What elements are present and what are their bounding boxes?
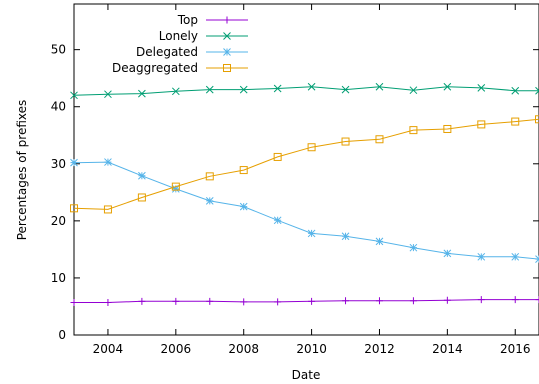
data-point-lonely xyxy=(341,85,350,94)
data-point-top xyxy=(535,296,539,304)
legend-marker-delegated xyxy=(223,48,231,56)
data-point-delegated xyxy=(171,185,180,193)
legend: Top Lonely Delegated Deaggregated xyxy=(112,13,248,75)
legend-marker-lonely xyxy=(223,32,231,40)
data-point-deaggregated xyxy=(477,120,486,129)
x-tick-label: 2006 xyxy=(161,342,192,356)
data-point-top xyxy=(342,297,350,305)
data-point-delegated xyxy=(138,171,146,180)
data-point-delegated xyxy=(307,229,316,238)
series-line-delegated xyxy=(73,161,539,260)
data-point-top xyxy=(240,298,248,306)
x-axis: 2004 2006 2008 2010 2012 2014 2016 xyxy=(93,4,531,356)
data-point-lonely xyxy=(535,86,539,95)
x-tick-label: 2014 xyxy=(432,342,463,356)
series-delegated xyxy=(70,158,539,263)
data-point-deaggregated xyxy=(307,143,316,152)
x-tick-label: 2004 xyxy=(93,342,124,356)
series-deaggregated xyxy=(70,115,539,214)
y-axis: 0 10 20 30 40 50 xyxy=(51,43,539,342)
data-point-deaggregated xyxy=(239,166,248,175)
data-point-lonely xyxy=(205,85,214,94)
data-point-delegated xyxy=(341,232,350,241)
data-point-top xyxy=(308,297,316,305)
data-point-lonely xyxy=(375,82,384,91)
data-point-top xyxy=(172,297,180,305)
data-point-delegated xyxy=(70,158,78,167)
data-point-lonely xyxy=(239,85,248,94)
data-point-delegated xyxy=(239,202,248,211)
legend-label-top: Top xyxy=(177,13,198,27)
data-point-deaggregated xyxy=(205,172,214,181)
legend-label-deaggregated: Deaggregated xyxy=(112,61,198,75)
series-line-deaggregated xyxy=(73,118,539,210)
data-point-top xyxy=(409,297,417,305)
data-point-deaggregated xyxy=(535,115,539,124)
legend-marker-top xyxy=(223,16,231,24)
y-axis-label: Percentages of prefixes xyxy=(15,100,29,241)
data-point-lonely xyxy=(70,91,78,100)
data-point-top xyxy=(443,296,451,304)
data-point-delegated xyxy=(477,252,486,261)
data-point-lonely xyxy=(138,89,146,98)
data-point-top xyxy=(477,296,485,304)
data-point-deaggregated xyxy=(375,135,384,144)
data-point-delegated xyxy=(273,216,282,225)
series-layer xyxy=(70,82,539,306)
y-tick-label: 50 xyxy=(51,43,66,57)
data-point-lonely xyxy=(477,84,486,92)
legend-label-delegated: Delegated xyxy=(136,45,198,59)
data-point-top xyxy=(104,298,112,306)
data-point-delegated xyxy=(511,252,520,261)
x-tick-label: 2016 xyxy=(500,342,531,356)
data-point-lonely xyxy=(104,90,112,99)
data-point-lonely xyxy=(307,82,316,91)
y-tick-label: 0 xyxy=(58,328,66,342)
data-point-lonely xyxy=(171,87,180,96)
x-tick-label: 2012 xyxy=(364,342,395,356)
data-point-delegated xyxy=(443,249,452,258)
data-point-lonely xyxy=(409,86,418,95)
data-point-deaggregated xyxy=(443,124,452,133)
x-axis-label: Date xyxy=(292,368,321,382)
data-point-delegated xyxy=(104,158,112,166)
data-point-lonely xyxy=(443,82,452,91)
data-point-deaggregated xyxy=(70,204,78,213)
plot-area-frame xyxy=(73,3,539,336)
y-tick-label: 40 xyxy=(51,100,66,114)
x-tick-label: 2008 xyxy=(228,342,259,356)
data-point-top xyxy=(138,297,146,305)
data-point-top xyxy=(274,298,282,306)
data-point-delegated xyxy=(409,243,418,252)
series-top xyxy=(70,296,539,306)
data-point-top xyxy=(206,297,214,305)
data-point-delegated xyxy=(535,255,539,263)
data-point-deaggregated xyxy=(511,117,520,126)
x-tick-label: 2010 xyxy=(296,342,327,356)
legend-marker-deaggregated xyxy=(223,64,231,72)
series-lonely xyxy=(70,82,539,100)
data-point-delegated xyxy=(375,237,384,246)
data-point-lonely xyxy=(273,84,282,93)
data-point-deaggregated xyxy=(171,182,180,191)
data-point-deaggregated xyxy=(341,137,350,146)
data-point-top xyxy=(511,296,519,304)
data-point-deaggregated xyxy=(137,193,146,202)
data-point-deaggregated xyxy=(409,126,418,135)
data-point-deaggregated xyxy=(273,152,282,161)
data-point-deaggregated xyxy=(103,205,112,214)
y-tick-label: 30 xyxy=(51,157,66,171)
data-point-lonely xyxy=(511,86,520,95)
data-point-top xyxy=(70,298,78,306)
y-tick-label: 10 xyxy=(51,271,66,285)
legend-label-lonely: Lonely xyxy=(159,29,198,43)
data-point-top xyxy=(375,297,383,305)
y-tick-label: 20 xyxy=(51,214,66,228)
data-point-delegated xyxy=(205,197,214,205)
